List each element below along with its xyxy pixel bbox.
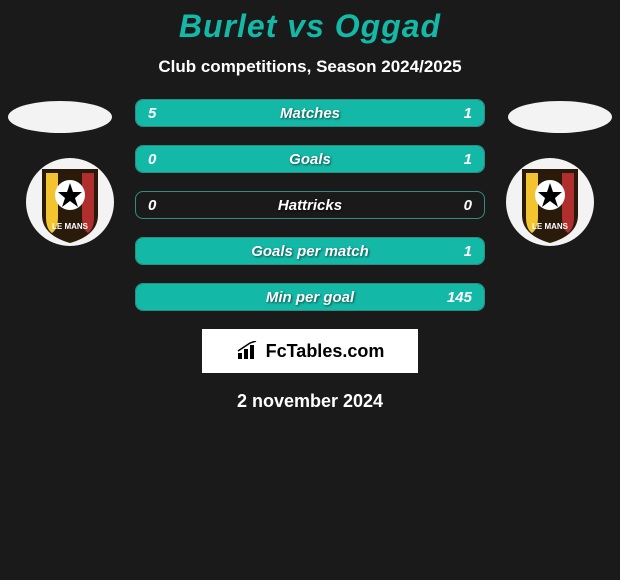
svg-text:LE MANS: LE MANS [52,222,89,231]
stat-label: Goals per match [136,238,484,265]
stat-label: Matches [136,100,484,127]
club-crest-right: LE MANS [500,157,600,247]
source-logo-text: FcTables.com [266,341,385,362]
stat-label: Min per goal [136,284,484,311]
stat-label: Hattricks [136,192,484,219]
stat-row: 0Goals1 [135,145,485,173]
stats-bars: 5Matches10Goals10Hattricks0Goals per mat… [135,99,485,311]
stat-value-right: 1 [464,100,472,127]
page-subtitle: Club competitions, Season 2024/2025 [0,57,620,77]
snapshot-date: 2 november 2024 [0,391,620,412]
stat-row: 0Hattricks0 [135,191,485,219]
stat-row: Goals per match1 [135,237,485,265]
stat-row: Min per goal145 [135,283,485,311]
page-title: Burlet vs Oggad [0,0,620,45]
stat-value-right: 1 [464,146,472,173]
stat-value-right: 1 [464,238,472,265]
club-crest-left: LE MANS [20,157,120,247]
player-oval-left [8,101,112,133]
club-crest-icon: LE MANS [500,157,600,247]
stat-row: 5Matches1 [135,99,485,127]
stat-value-right: 145 [447,284,472,311]
comparison-panel: LE MANS LE MANS 5Matches10Goals10Hattric… [0,99,620,412]
stat-value-right: 0 [464,192,472,219]
svg-text:LE MANS: LE MANS [532,222,569,231]
chart-bar-icon [236,341,260,361]
source-logo: FcTables.com [202,329,418,373]
stat-label: Goals [136,146,484,173]
club-crest-icon: LE MANS [20,157,120,247]
player-oval-right [508,101,612,133]
